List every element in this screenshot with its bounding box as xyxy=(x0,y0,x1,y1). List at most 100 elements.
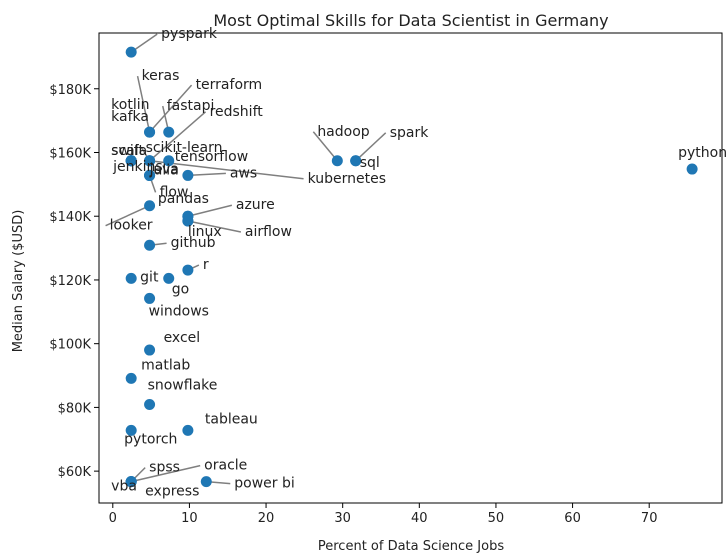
data-point xyxy=(182,264,194,276)
point-label: python xyxy=(678,145,727,161)
data-point xyxy=(144,155,156,167)
data-point xyxy=(144,292,156,304)
point-label: flow xyxy=(160,184,189,200)
point-label: scala xyxy=(111,143,147,159)
point-label: tableau xyxy=(205,411,258,427)
data-point xyxy=(144,126,156,138)
point-label: looker xyxy=(110,218,153,234)
point-label: julia xyxy=(149,162,179,178)
point-label: scikit-learn xyxy=(146,140,223,156)
y-tick-label: $120K xyxy=(49,274,91,289)
point-label: pandas xyxy=(158,191,209,207)
data-point xyxy=(144,399,156,411)
leader-line xyxy=(149,160,304,180)
leader-line xyxy=(312,131,338,162)
x-tick-label: 50 xyxy=(488,511,505,526)
point-label: kotlin xyxy=(111,97,149,113)
leader-lines xyxy=(105,33,387,485)
x-axis-label: Percent of Data Science Jobs xyxy=(318,539,504,554)
leader-line xyxy=(355,132,387,162)
point-label: power bi xyxy=(234,476,295,492)
point-label: terraform xyxy=(196,77,263,93)
data-point xyxy=(163,272,175,284)
y-axis-label: Median Salary ($USD) xyxy=(11,210,26,353)
data-point xyxy=(144,344,156,356)
leader-line xyxy=(187,172,226,177)
point-label: kubernetes xyxy=(308,171,386,187)
point-label: linux xyxy=(188,224,222,240)
plot-frame xyxy=(98,32,723,504)
point-label: github xyxy=(171,235,216,251)
x-tick-label: 70 xyxy=(641,511,658,526)
y-tick-label: $180K xyxy=(49,83,91,98)
point-label: redshift xyxy=(210,104,264,120)
leader-line xyxy=(131,464,201,483)
data-point xyxy=(200,476,212,488)
point-label: oracle xyxy=(204,458,247,474)
point-label: fastapi xyxy=(167,98,215,114)
leader-line xyxy=(105,205,150,227)
point-label: spark xyxy=(390,125,430,141)
point-label: go xyxy=(172,281,189,297)
y-tick-label: $100K xyxy=(49,338,91,353)
data-point xyxy=(144,200,156,212)
data-point xyxy=(686,163,698,175)
point-label: matlab xyxy=(141,357,190,373)
data-point xyxy=(125,155,137,167)
point-label: sql xyxy=(360,155,380,171)
point-label: azure xyxy=(236,197,275,213)
data-points xyxy=(125,46,698,488)
point-label: tensorflow xyxy=(175,149,248,165)
chart-title: Most Optimal Skills for Data Scientist i… xyxy=(213,11,608,30)
point-label: airflow xyxy=(245,224,292,240)
y-tick-label: $80K xyxy=(58,401,92,416)
point-label: windows xyxy=(149,303,209,319)
point-label: vba xyxy=(111,479,137,495)
data-point xyxy=(125,372,137,384)
point-label: aws xyxy=(230,165,257,181)
leader-line xyxy=(149,84,193,133)
data-point xyxy=(163,126,175,138)
point-label: excel xyxy=(164,330,201,346)
point-label: java xyxy=(149,161,179,177)
point-label: jenkins xyxy=(112,159,163,175)
data-point xyxy=(144,239,156,251)
data-point xyxy=(163,155,175,167)
point-label: spss xyxy=(149,460,180,476)
point-label: kafka xyxy=(111,109,149,125)
x-tick-label: 40 xyxy=(411,511,428,526)
point-label: hadoop xyxy=(317,124,369,140)
axes: 0 10 20 30 40 50 60 70 $60K $80K $100K $120K $140K $1… xyxy=(49,32,723,526)
point-label: r xyxy=(203,257,209,273)
data-point xyxy=(182,215,194,227)
data-point xyxy=(350,155,362,167)
point-label: swift xyxy=(111,143,144,159)
leader-line xyxy=(187,220,242,233)
data-point xyxy=(331,155,343,167)
point-label: pyspark xyxy=(161,26,218,42)
y-tick-label: $60K xyxy=(58,465,92,480)
data-point xyxy=(125,424,137,436)
data-point xyxy=(125,46,137,58)
point-label: keras xyxy=(142,68,180,84)
leader-line xyxy=(149,111,207,162)
y-tick-label: $140K xyxy=(49,210,91,225)
x-tick-label: 20 xyxy=(258,511,275,526)
point-label: pytorch xyxy=(124,431,177,447)
x-tick-label: 60 xyxy=(564,511,581,526)
data-point xyxy=(144,169,156,181)
data-point xyxy=(125,272,137,284)
leader-line xyxy=(136,75,151,133)
x-tick-label: 30 xyxy=(334,511,351,526)
data-point xyxy=(125,476,137,488)
point-label: snowflake xyxy=(148,378,218,394)
point-label: express xyxy=(145,484,199,500)
x-tick-label: 10 xyxy=(181,511,198,526)
data-point xyxy=(182,424,194,436)
point-label: git xyxy=(140,269,159,285)
data-point xyxy=(182,169,194,181)
leader-line xyxy=(187,204,233,217)
